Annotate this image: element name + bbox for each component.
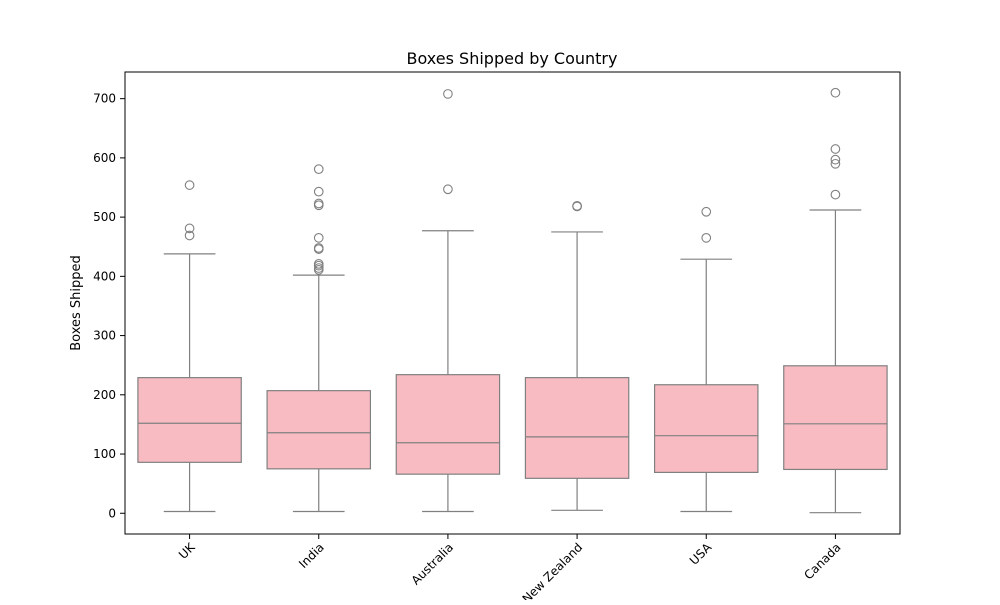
- outlier-point: [184, 223, 195, 234]
- outlier-point: [572, 201, 582, 211]
- outlier-point: [313, 263, 324, 273]
- box-group-usa: [653, 206, 759, 513]
- outlier-point: [830, 154, 841, 165]
- outlier-point: [701, 232, 712, 243]
- box-group-new-zealand: [524, 201, 630, 511]
- y-tick-label: 700: [93, 92, 116, 106]
- box-iqr: [524, 377, 630, 479]
- box-iqr: [395, 374, 501, 475]
- plot-frame: [124, 71, 901, 535]
- x-tick-label: Australia: [409, 540, 456, 587]
- x-axis: UK India Australia New Zealand USA Canada: [176, 534, 844, 605]
- outlier-point: [184, 230, 195, 241]
- outlier-point: [443, 89, 453, 99]
- outlier-point: [443, 184, 453, 195]
- outlier-point: [313, 164, 324, 174]
- outlier-point: [830, 144, 841, 154]
- outlier-point: [313, 198, 324, 209]
- outlier-point: [830, 189, 841, 200]
- outlier-point: [830, 158, 841, 169]
- y-tick-label: 600: [93, 151, 116, 165]
- outlier-point: [184, 180, 195, 190]
- box-group-uk: [137, 180, 242, 513]
- y-tick-label: 300: [93, 329, 116, 343]
- y-tick-label: 0: [108, 506, 116, 520]
- box-group-india: [266, 164, 372, 513]
- outlier-point: [313, 259, 324, 269]
- y-tick-label: 200: [93, 388, 116, 402]
- box-group-canada: [783, 87, 888, 514]
- x-tick-label: Canada: [801, 540, 843, 582]
- outlier-point: [701, 206, 712, 217]
- y-tick-label: 500: [93, 210, 116, 224]
- y-axis-label: Boxes Shipped: [69, 255, 84, 351]
- plot-area: [137, 87, 888, 514]
- x-tick-label: India: [296, 540, 327, 571]
- outlier-point: [830, 87, 841, 98]
- chart-title: Boxes Shipped by Country: [407, 49, 618, 68]
- x-tick-label: New Zealand: [520, 540, 586, 600]
- box-iqr: [266, 390, 372, 470]
- y-tick-label: 400: [93, 269, 116, 283]
- x-tick-label: USA: [687, 540, 715, 568]
- outlier-point: [313, 186, 324, 197]
- outlier-point: [313, 243, 324, 253]
- box-iqr: [783, 365, 888, 471]
- x-tick-label: UK: [176, 539, 198, 561]
- outlier-point: [313, 232, 324, 243]
- y-axis: 0 100 200 300 400 500 600 700: [93, 92, 125, 520]
- box-iqr: [653, 384, 759, 474]
- box-group-australia: [395, 89, 501, 513]
- y-tick-label: 100: [93, 447, 116, 461]
- box-iqr: [137, 377, 242, 463]
